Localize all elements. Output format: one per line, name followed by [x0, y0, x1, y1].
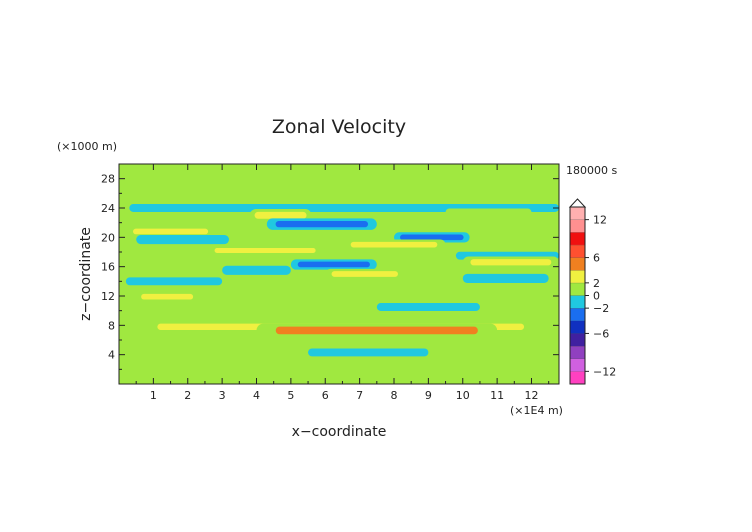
x-tick-label: 2	[184, 389, 191, 402]
y-axis: 4 8 12 16 20 24 28	[101, 173, 559, 370]
x-unit-label: (×1E4 m)	[510, 404, 563, 417]
colorbar-tick-label: 2	[593, 277, 600, 290]
colorbar-segment	[570, 308, 585, 321]
colorbar-segment	[570, 270, 585, 283]
x-tick-label: 9	[425, 389, 432, 402]
colorbar-segment	[570, 219, 585, 233]
velocity-band	[350, 241, 438, 248]
colorbar-segment	[570, 232, 585, 245]
x-tick-label: 7	[356, 389, 363, 402]
velocity-band	[275, 220, 369, 228]
velocity-band	[469, 275, 542, 281]
y-tick-label: 8	[108, 319, 115, 332]
colorbar-segment	[570, 358, 585, 372]
y-tick-label: 24	[101, 202, 115, 215]
velocity-band	[254, 211, 307, 219]
velocity-band-outer	[125, 277, 223, 286]
colorbar-segment	[570, 207, 585, 220]
x-tick-label: 12	[525, 389, 539, 402]
y-tick-label: 28	[101, 173, 115, 186]
y-tick-label: 16	[101, 261, 115, 274]
colorbar-segment	[570, 295, 585, 309]
velocity-band	[275, 326, 478, 335]
y-tick-label: 4	[108, 349, 115, 362]
colorbar-segment	[570, 257, 585, 271]
velocity-field	[122, 204, 559, 357]
x-tick-label: 8	[391, 389, 398, 402]
velocity-band	[331, 271, 398, 277]
colorbar-tick-label: −12	[593, 365, 616, 378]
y-axis-label: z−coordinate	[78, 227, 94, 321]
velocity-band	[133, 228, 209, 235]
colorbar-tick-label: −6	[593, 327, 609, 340]
colorbar-tick-label: 0	[593, 290, 600, 303]
velocity-band	[400, 234, 464, 241]
colorbar-tick-label: −2	[593, 302, 609, 315]
colorbar: 12 6 20−2 −6 −12	[568, 198, 616, 385]
velocity-band-outer	[376, 303, 480, 311]
velocity-band	[470, 259, 552, 266]
time-label: 180000 s	[566, 164, 617, 177]
velocity-band	[143, 237, 222, 243]
x-tick-label: 1	[150, 389, 157, 402]
colorbar-segment	[570, 282, 585, 296]
colorbar-max-arrow	[568, 198, 587, 208]
colorbar-tick-label: 12	[593, 214, 607, 227]
x-tick-label: 10	[456, 389, 470, 402]
velocity-band	[214, 248, 316, 254]
y-tick-label: 12	[101, 290, 115, 303]
x-tick-label: 6	[322, 389, 329, 402]
velocity-band-outer	[445, 208, 532, 217]
velocity-band	[297, 261, 370, 268]
x-tick-label: 11	[490, 389, 504, 402]
x-tick-label: 3	[219, 389, 226, 402]
colorbar-segment	[570, 244, 585, 258]
plot-frame	[118, 163, 560, 385]
x-tick-label: 5	[287, 389, 294, 402]
colorbar-segment	[570, 320, 585, 334]
colorbar-segment	[570, 371, 585, 384]
chart-title: Zonal Velocity	[272, 116, 406, 138]
colorbar-tick-label: 6	[593, 252, 600, 265]
x-axis: 1 2 3 4 5 6 7 8 9 10 11 12	[135, 164, 550, 402]
x-axis-label: x−coordinate	[292, 424, 387, 440]
y-tick-label: 20	[101, 231, 115, 244]
colorbar-segment	[570, 333, 585, 347]
velocity-band-outer	[308, 348, 429, 357]
colorbar-segment	[570, 346, 585, 359]
x-tick-label: 4	[253, 389, 260, 402]
y-unit-label: (×1000 m)	[57, 140, 117, 153]
velocity-band	[141, 293, 194, 300]
velocity-band	[227, 267, 286, 273]
